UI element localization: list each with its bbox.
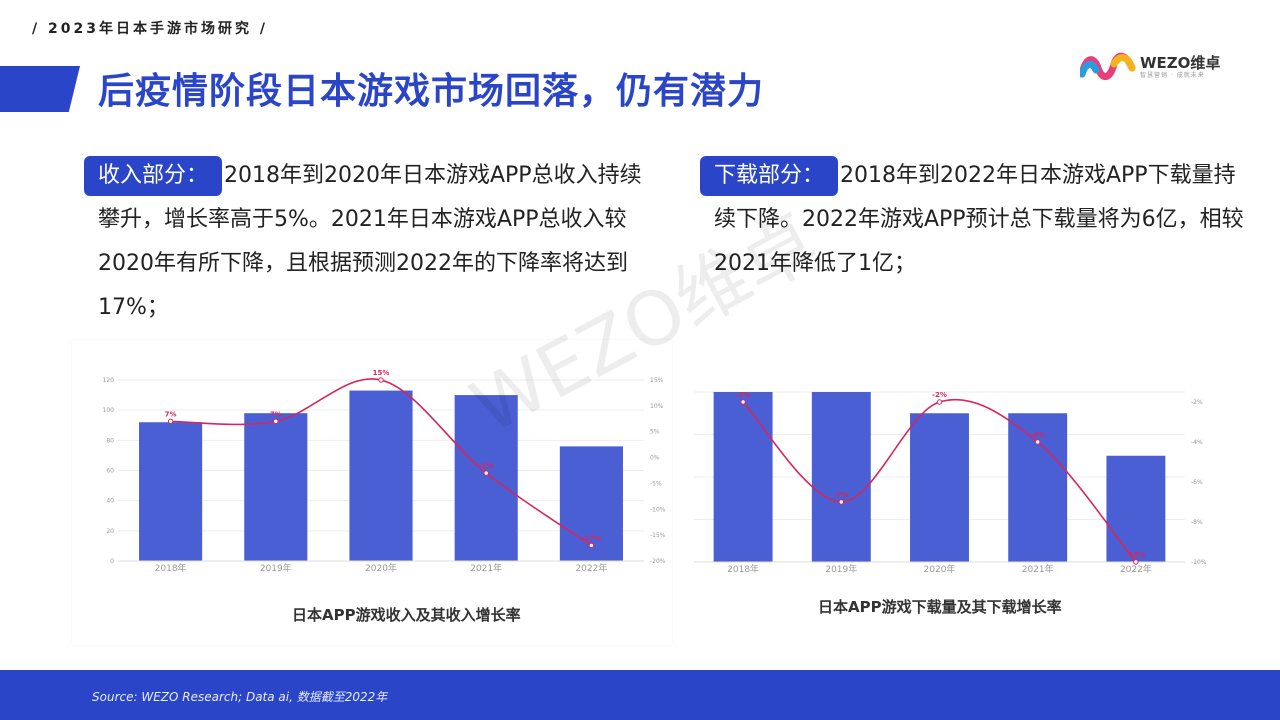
x-tick-label: 2018年: [155, 562, 187, 574]
y2-tick-label: 0%: [650, 455, 660, 462]
footer-bar: [0, 670, 1280, 720]
x-tick-label: 2020年: [365, 562, 397, 574]
y-tick-label: 60: [106, 468, 114, 475]
download-paragraph: 下载部分： 2018年到2022年日本游戏APP下载量持续下降。2022年游戏AP…: [700, 154, 1244, 286]
download-chart-title: 日本APP游戏下载量及其下载增长率: [818, 598, 1062, 616]
logo-text: WEZO维卓: [1140, 54, 1221, 72]
bar-2020年: [349, 390, 413, 561]
growth-rate-label: -2%: [932, 391, 947, 399]
x-tick-label: 2019年: [260, 562, 292, 574]
download-text: 2018年到2022年日本游戏APP下载量持续下降。2022年游戏APP预计总下…: [714, 163, 1244, 276]
x-tick-label: 2021年: [1022, 563, 1054, 575]
growth-rate-point: [273, 418, 279, 425]
y-tick-label: 80: [106, 437, 114, 444]
download-chart: -2% -4% -6% -8% -10% 2018年 2019年 2020年 2021年 2022…: [694, 391, 1207, 575]
growth-rate-point: [838, 499, 845, 505]
bar-2022年: [559, 446, 623, 561]
bar-2021年: [454, 395, 518, 561]
revenue-chart-title: 日本APP游戏收入及其收入增长率: [292, 606, 521, 624]
logo-subtext: 智慧营销 · 成就未来: [1140, 72, 1205, 79]
y2-tick-label: 10%: [650, 403, 664, 410]
wezo-logo-icon: [1080, 52, 1136, 80]
x-tick-label: 2020年: [924, 563, 956, 575]
download-chart-panel: -2% -4% -6% -8% -10% 2018年 2019年 2020年 2021年 2022…: [690, 330, 1235, 600]
bar-2019年: [811, 392, 871, 562]
growth-rate-label: -10%: [1126, 551, 1146, 559]
y2-tick-label: 15%: [650, 377, 664, 384]
growth-rate-label: -4%: [1030, 431, 1045, 439]
growth-rate-point: [1035, 439, 1041, 445]
y2-tick-label: -4%: [1191, 439, 1203, 446]
growth-rate-point: [483, 470, 489, 476]
growth-rate-label: 7%: [270, 410, 282, 418]
y-tick-label: 100: [103, 407, 115, 414]
y2-tick-label: -10%: [650, 506, 666, 513]
y-tick-label: 20: [106, 528, 114, 535]
y2-tick-label: 5%: [650, 429, 660, 436]
y-tick-label: 40: [106, 498, 114, 505]
y2-tick-label: -15%: [650, 532, 666, 539]
revenue-chart: 0 20 40 60 80 100 120 15% 10% 5% 0% -5% -10% -15% -20%…: [103, 369, 666, 574]
y2-tick-label: -5%: [650, 480, 662, 487]
title-accent-bar: [0, 66, 80, 112]
growth-rate-point: [1133, 559, 1139, 565]
bar-2020年: [910, 413, 969, 562]
y-tick-label: 120: [103, 377, 115, 384]
x-tick-label: 2018年: [727, 563, 759, 575]
x-tick-label: 2021年: [470, 562, 502, 574]
x-tick-label: 2022年: [1120, 563, 1152, 575]
y2-tick-label: -20%: [650, 558, 666, 565]
bar-2022年: [1106, 455, 1166, 562]
revenue-chart-panel: 0 20 40 60 80 100 120 15% 10% 5% 0% -5% -10% -15% -20%…: [72, 340, 672, 645]
bar-2018年: [713, 392, 773, 562]
growth-rate-label: -3%: [479, 462, 494, 470]
y2-tick-label: -8%: [1191, 519, 1203, 526]
growth-rate-point: [378, 377, 384, 383]
section-tag: / 2023年日本手游市场研究 /: [32, 21, 268, 37]
growth-rate-point: [167, 418, 174, 425]
y-tick-label: 0: [110, 558, 114, 565]
growth-rate-point: [936, 399, 943, 405]
x-tick-label: 2019年: [825, 563, 857, 575]
growth-rate-label: 7%: [165, 410, 177, 418]
y2-tick-label: -6%: [1191, 479, 1203, 486]
revenue-paragraph: 收入部分： 2018年到2020年日本游戏APP总收入持续攀升，增长率高于5%。2…: [84, 154, 658, 330]
growth-rate-point: [588, 542, 595, 549]
bar-2018年: [139, 422, 203, 561]
growth-rate-point: [740, 399, 746, 405]
growth-rate-label: -17%: [582, 534, 602, 542]
y2-tick-label: -10%: [1191, 559, 1207, 566]
x-tick-label: 2022年: [575, 562, 607, 574]
page-title: 后疫情阶段日本游戏市场回落，仍有潜力: [98, 71, 765, 112]
source-note: Source: WEZO Research; Data ai, 数据截至2022…: [92, 690, 388, 704]
revenue-chip: 收入部分：: [84, 156, 223, 196]
growth-rate-label: 15%: [373, 369, 390, 377]
growth-rate-label: -2%: [736, 391, 751, 399]
growth-rate-label: -7%: [834, 491, 849, 499]
revenue-text: 2018年到2020年日本游戏APP总收入持续攀升，增长率高于5%。2021年日…: [98, 163, 642, 320]
y2-tick-label: -2%: [1191, 399, 1203, 406]
bar-2019年: [244, 413, 308, 561]
bar-2021年: [1008, 413, 1068, 562]
download-chip: 下载部分：: [700, 156, 839, 196]
